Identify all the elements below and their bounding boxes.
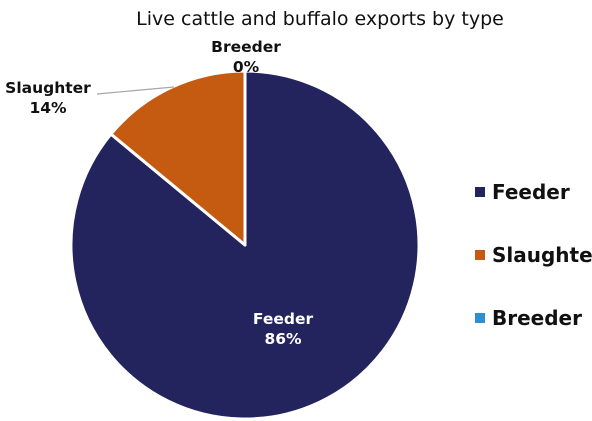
legend-swatch-feeder bbox=[475, 186, 485, 197]
slice-label-slaughter-category: Slaughter bbox=[5, 79, 91, 97]
slice-label-breeder: Breeder 0% bbox=[196, 37, 296, 77]
leader-line-slaughter bbox=[96, 86, 175, 95]
legend-item-slaughter: Slaughter bbox=[475, 223, 592, 286]
slice-label-breeder-value: 0% bbox=[232, 58, 260, 76]
legend-swatch-slaughter bbox=[475, 249, 485, 260]
slice-label-slaughter-value: 14% bbox=[29, 99, 67, 117]
slice-label-breeder-category: Breeder bbox=[211, 38, 281, 56]
slice-label-feeder: Feeder 86% bbox=[228, 309, 338, 349]
legend-label-breeder: Breeder bbox=[492, 305, 582, 330]
slice-label-slaughter: Slaughter 14% bbox=[2, 78, 94, 118]
slice-label-feeder-category: Feeder bbox=[252, 310, 314, 328]
legend-item-feeder: Feeder bbox=[475, 160, 592, 223]
legend-swatch-breeder bbox=[475, 312, 485, 323]
legend: Feeder Slaughter Breeder bbox=[475, 160, 592, 349]
legend-item-breeder: Breeder bbox=[475, 286, 592, 349]
slice-label-feeder-value: 86% bbox=[264, 330, 302, 348]
chart-title: Live cattle and buffalo exports by type bbox=[136, 8, 504, 30]
legend-label-feeder: Feeder bbox=[492, 179, 570, 204]
legend-label-slaughter: Slaughter bbox=[492, 242, 592, 267]
